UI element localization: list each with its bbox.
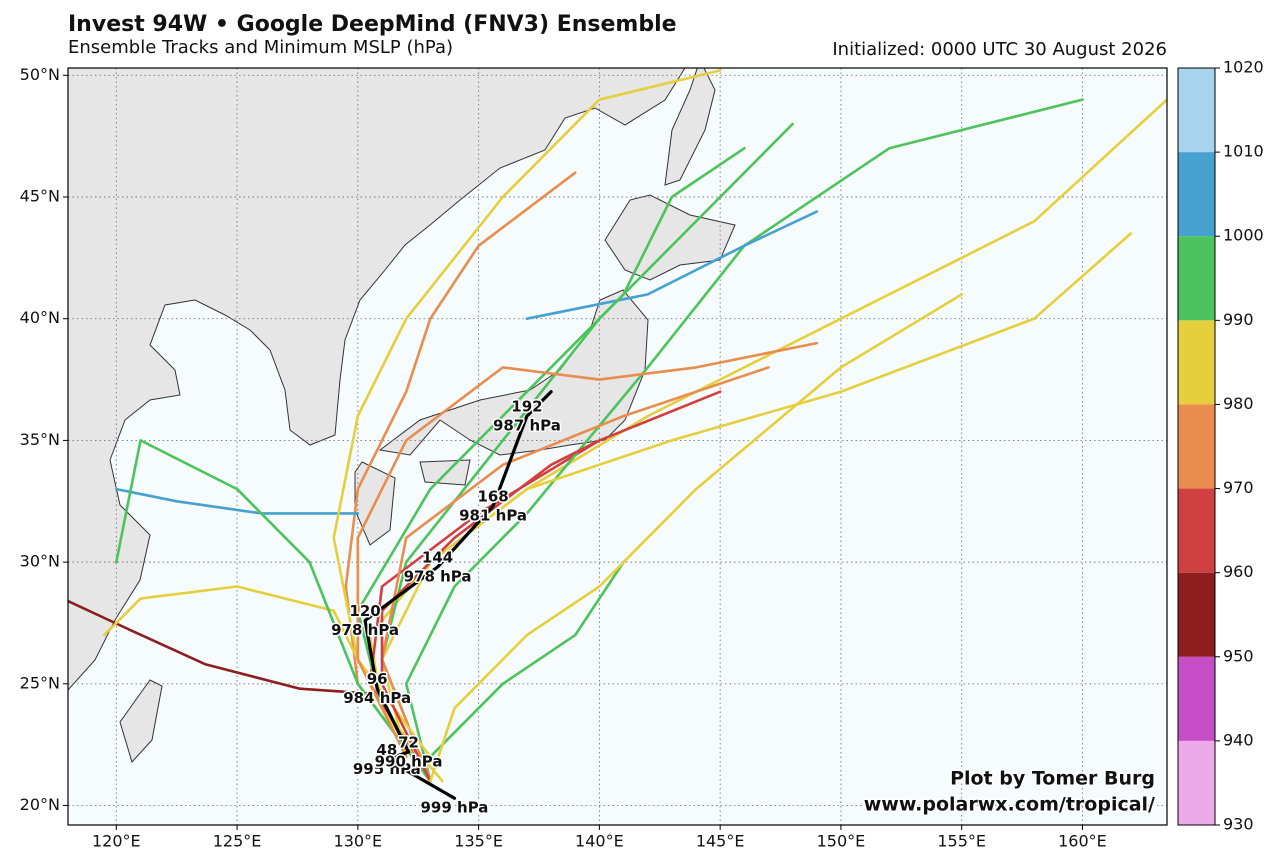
hour-label: 96 [367,670,388,688]
ensemble-track [380,439,601,783]
colorbar-band [1178,236,1215,321]
colorbar-tick-label: 940 [1223,730,1254,749]
pressure-label: 990 hPa [375,752,443,770]
ensemble-track [356,341,819,759]
y-tick-label: 20°N [20,795,60,814]
subtitle: Ensemble Tracks and Minimum MSLP (hPa) [68,37,453,58]
ensemble-track [102,585,432,783]
ensemble-track [68,599,372,695]
ensemble-track [380,366,770,783]
y-tick-label: 40°N [20,308,60,327]
y-tick-label: 30°N [20,552,60,571]
colorbar-tick-label: 1010 [1223,142,1264,161]
hour-label: 144 [422,548,453,566]
ensemble-track [380,232,1133,759]
colorbar-tick-label: 960 [1223,562,1254,581]
mean-track [363,390,553,800]
y-tick-label: 25°N [20,673,60,692]
pressure-label: 987 hPa [493,417,561,435]
colorbar-tick-label: 980 [1223,394,1254,413]
colorbar-tick-label: 950 [1223,646,1254,665]
pressure-label: 981 hPa [459,507,527,525]
colorbar-band [1178,152,1215,237]
grid [68,68,1167,825]
colorbar-tick-label: 970 [1223,478,1254,497]
x-tick-label: 150°E [817,832,866,851]
pressure-label: 999 hPa [420,799,488,817]
colorbar-band [1178,656,1215,741]
x-tick-label: 120°E [92,832,141,851]
x-tick-label: 140°E [575,832,624,851]
credit: Plot by Tomer Burg [950,768,1155,790]
colorbar-band [1178,740,1215,825]
hour-label: 120 [349,602,380,620]
x-tick-label: 125°E [213,832,262,851]
pressure-label: 978 hPa [404,567,472,585]
title: Invest 94W • Google DeepMind (FNV3) Ense… [68,12,677,37]
x-tick-label: 160°E [1058,832,1107,851]
colorbar-band [1178,404,1215,489]
colorbar-tick-label: 930 [1223,815,1254,834]
x-tick-label: 155°E [937,832,986,851]
hour-label: 72 [398,733,419,751]
colorbar-tick-label: 1020 [1223,58,1264,77]
taiwan [119,679,163,763]
y-tick-label: 35°N [20,430,60,449]
ensemble-track [115,439,432,783]
colorbar-band [1178,68,1215,153]
ensemble-track [429,560,625,759]
tracks [68,69,1167,800]
colorbar-frame [1177,67,1216,826]
colorbar-tick-label: 990 [1223,310,1254,329]
colorbar-band [1178,320,1215,405]
mainland [68,68,686,691]
hokkaido [604,194,736,281]
ensemble-track [429,293,963,783]
ensemble-track [525,210,819,320]
y-tick-label: 45°N [20,187,60,206]
pressure-label: 984 hPa [343,689,411,707]
hour-label: 48 [376,741,397,759]
credit-url: www.polarwx.com/tropical/ [864,794,1155,816]
map-frame [67,67,1168,826]
colorbar-band [1178,488,1215,573]
ensemble-track [115,487,360,515]
ensemble-track [404,98,1084,783]
sakhalin [664,68,716,186]
hour-label: 168 [477,488,508,506]
x-tick-label: 145°E [696,832,745,851]
x-tick-label: 135°E [454,832,503,851]
pressure-label: 978 hPa [331,621,399,639]
ticks: 120°E 125°E 130°E 135°E 140°E 145°E 150°E 155°E… [20,65,1107,851]
pressure-label: 995 hPa [353,760,421,778]
colorbar-tick-label: 1000 [1223,226,1264,245]
colorbar-band [1178,572,1215,657]
y-tick-label: 50°N [20,65,60,84]
ensemble-track [344,171,577,783]
x-tick-label: 130°E [334,832,383,851]
colorbar: 930 940 950 960 970 980 990 1000 1010 1020 [1177,58,1264,834]
hour-label: 192 [511,398,542,416]
ensemble-track [332,69,722,759]
initialized: Initialized: 0000 UTC 30 August 2026 [832,39,1167,60]
